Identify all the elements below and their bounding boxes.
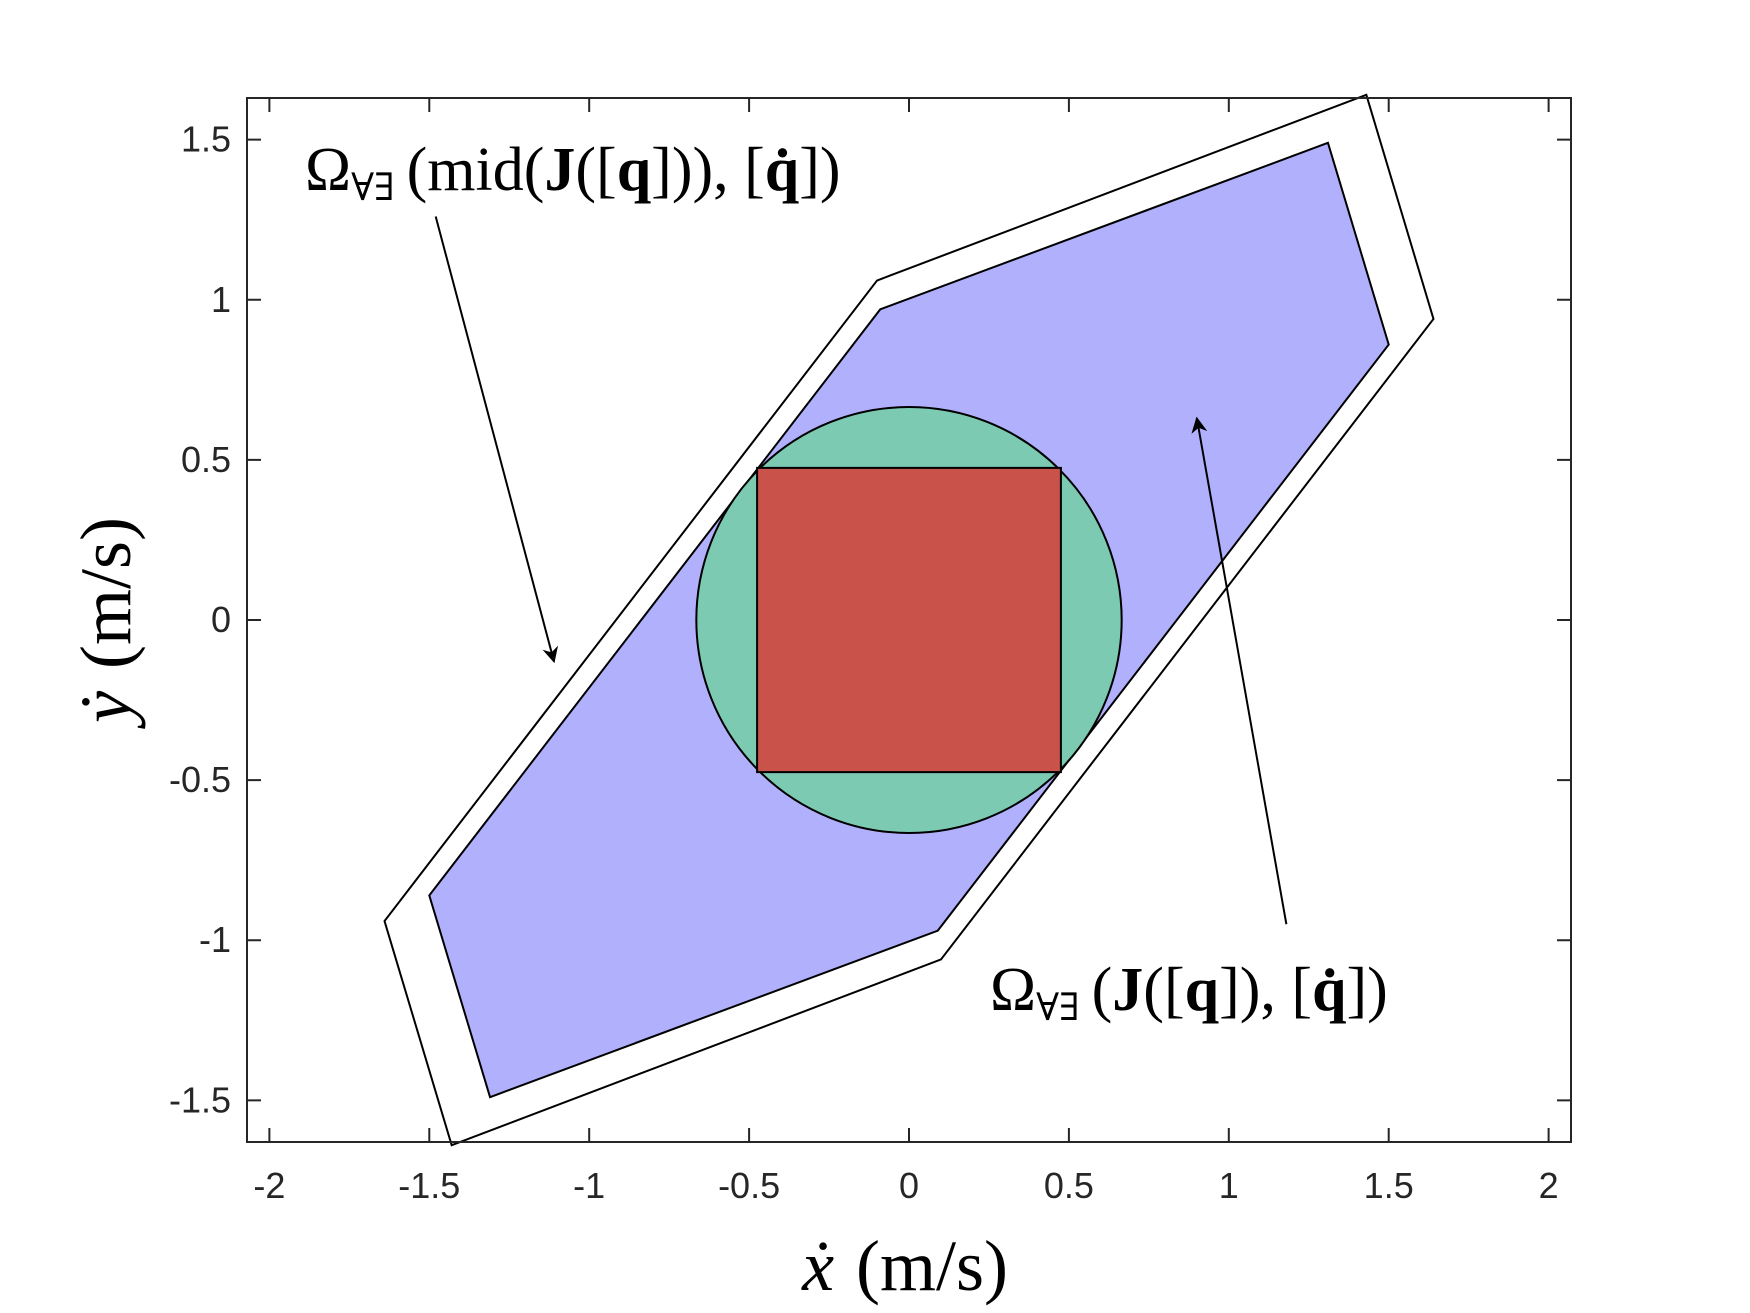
x-tick-label: -1 xyxy=(573,1165,605,1206)
x-tick-label: -0.5 xyxy=(718,1165,780,1206)
annotation-label-2: Ω∀∃ (J([q]), [q̇]) xyxy=(990,956,1388,1029)
x-tick-label: 0 xyxy=(899,1165,919,1206)
y-tick-label: -0.5 xyxy=(169,759,231,800)
annotation-arrows xyxy=(434,216,1288,925)
y-tick-label: 0 xyxy=(211,599,231,640)
annotation-arrow-2 xyxy=(1191,416,1288,925)
annotation-label-1: Ω∀∃ (mid(J([q])), [q̇]) xyxy=(305,136,841,209)
x-tick-label: 1.5 xyxy=(1364,1165,1414,1206)
y-tick-label: 1.5 xyxy=(181,119,231,160)
ticks xyxy=(247,98,1571,1142)
y-tick-label: -1 xyxy=(199,919,231,960)
series-shape-1 xyxy=(383,93,1435,1147)
y-tick-label: -1.5 xyxy=(169,1079,231,1120)
x-tick-label: 2 xyxy=(1539,1165,1559,1206)
annotation-arrow-1 xyxy=(434,216,559,664)
plot-area xyxy=(383,93,1435,1147)
x-tick-label: -1.5 xyxy=(398,1165,460,1206)
x-tick-label: 1 xyxy=(1219,1165,1239,1206)
x-tick-label: 0.5 xyxy=(1044,1165,1094,1206)
tick-labels: -2 -1.5 -1 -0.5 0 0.5 1 1.5 2 -1.5 -1 -0.5 0 0.5 1 1.5 xyxy=(169,119,1559,1206)
series-shape-4 xyxy=(756,466,1062,774)
x-tick-label: -2 xyxy=(253,1165,285,1206)
x-axis-label: ẋ (m/s) xyxy=(801,1226,1008,1306)
y-tick-label: 1 xyxy=(211,279,231,320)
y-tick-label: 0.5 xyxy=(181,439,231,480)
y-axis-label: ẏ(m/s) xyxy=(66,517,146,729)
